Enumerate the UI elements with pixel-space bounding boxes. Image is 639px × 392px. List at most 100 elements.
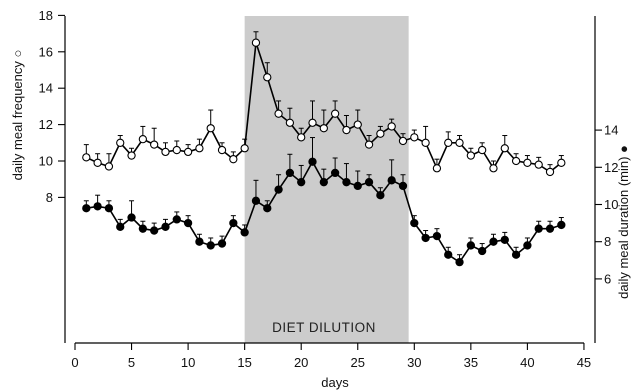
x-tick-label: 20 xyxy=(294,355,308,370)
x-axis-title: days xyxy=(321,375,349,390)
data-point-open xyxy=(274,109,283,118)
x-tick-label: 25 xyxy=(351,355,365,370)
y-left-tick-label: 16 xyxy=(39,44,53,59)
data-point-filled xyxy=(500,235,509,244)
data-point-filled xyxy=(545,224,555,233)
data-point-filled xyxy=(93,202,102,211)
data-point-filled xyxy=(534,224,543,233)
data-point-filled xyxy=(297,178,306,187)
data-point-filled xyxy=(387,176,396,185)
data-point-open xyxy=(240,144,249,153)
data-point-filled xyxy=(183,218,193,228)
data-point-open xyxy=(466,151,475,160)
data-point-open xyxy=(263,73,272,82)
data-point-filled xyxy=(274,185,283,194)
data-point-filled xyxy=(376,191,385,200)
y-right-axis-title: daily meal duration (min) ● xyxy=(616,145,631,299)
data-point-open xyxy=(353,120,362,129)
data-point-open xyxy=(82,153,91,162)
data-point-filled xyxy=(116,222,125,231)
data-point-filled xyxy=(138,224,148,233)
data-point-filled xyxy=(330,168,340,178)
data-point-open xyxy=(251,38,261,47)
data-point-open xyxy=(557,158,566,167)
data-point-open xyxy=(376,129,385,138)
data-point-filled xyxy=(511,250,521,259)
data-point-open xyxy=(285,118,295,127)
y-right-tick-label: 8 xyxy=(604,234,611,249)
data-point-filled xyxy=(206,241,215,250)
data-point-filled xyxy=(364,178,374,187)
band-label: DIET DILUTION xyxy=(272,320,376,335)
data-point-open xyxy=(195,144,204,153)
y-right-tick-label: 12 xyxy=(604,160,618,175)
data-point-filled xyxy=(161,222,170,231)
y-left-tick-label: 12 xyxy=(39,117,53,132)
data-point-open xyxy=(421,138,430,147)
data-point-open xyxy=(161,147,170,157)
data-point-filled xyxy=(285,168,295,178)
data-point-filled xyxy=(240,228,249,237)
data-point-filled xyxy=(150,226,159,235)
data-point-open xyxy=(217,145,227,155)
x-tick-label: 35 xyxy=(464,355,478,370)
data-point-filled xyxy=(557,220,566,230)
y-left-tick-label: 8 xyxy=(46,190,53,205)
data-point-open xyxy=(444,138,453,147)
data-point-filled xyxy=(342,178,351,187)
data-point-open xyxy=(229,155,238,164)
data-point-open xyxy=(308,118,317,127)
x-tick-label: 30 xyxy=(407,355,421,370)
data-point-open xyxy=(183,147,193,157)
data-point-open xyxy=(297,133,306,142)
data-point-filled xyxy=(478,246,487,256)
x-tick-label: 5 xyxy=(128,355,135,370)
data-point-filled xyxy=(308,157,317,166)
x-tick-label: 10 xyxy=(181,355,195,370)
data-point-open xyxy=(206,124,215,133)
data-point-filled xyxy=(127,213,136,222)
data-point-open xyxy=(500,144,509,153)
data-point-open xyxy=(150,140,159,149)
data-point-open xyxy=(319,124,328,133)
data-point-filled xyxy=(421,233,430,243)
data-point-open xyxy=(342,125,351,135)
data-point-open xyxy=(511,156,521,166)
data-point-filled xyxy=(398,181,408,191)
data-point-filled xyxy=(229,218,238,228)
data-point-open xyxy=(387,122,396,131)
data-point-open xyxy=(478,145,487,155)
y-left-axis-title: daily meal frequency ○ xyxy=(10,50,25,181)
data-point-filled xyxy=(172,215,181,224)
data-point-filled xyxy=(523,241,532,250)
data-point-filled xyxy=(251,196,261,205)
data-point-filled xyxy=(410,218,419,228)
data-point-filled xyxy=(104,204,114,213)
y-left-tick-label: 18 xyxy=(39,8,53,23)
data-point-open xyxy=(104,162,114,171)
data-point-open xyxy=(455,138,464,147)
data-point-filled xyxy=(455,258,464,267)
data-point-open xyxy=(172,145,181,155)
data-point-filled xyxy=(319,178,328,187)
data-point-open xyxy=(523,158,532,167)
data-point-open xyxy=(330,109,340,118)
x-tick-label: 15 xyxy=(237,355,251,370)
data-point-open xyxy=(127,151,136,160)
data-point-open xyxy=(410,133,419,142)
y-left-tick-label: 14 xyxy=(39,81,53,96)
data-point-filled xyxy=(217,239,227,248)
data-point-open xyxy=(534,160,543,169)
data-point-open xyxy=(545,167,555,177)
y-right-tick-label: 6 xyxy=(604,271,611,286)
data-point-open xyxy=(398,136,408,146)
data-point-filled xyxy=(195,237,204,246)
data-point-open xyxy=(432,164,442,173)
x-tick-label: 45 xyxy=(577,355,591,370)
data-point-filled xyxy=(489,237,498,246)
y-right-tick-label: 10 xyxy=(604,197,618,212)
x-tick-label: 40 xyxy=(520,355,534,370)
data-point-filled xyxy=(432,231,442,241)
data-point-filled xyxy=(466,241,475,250)
